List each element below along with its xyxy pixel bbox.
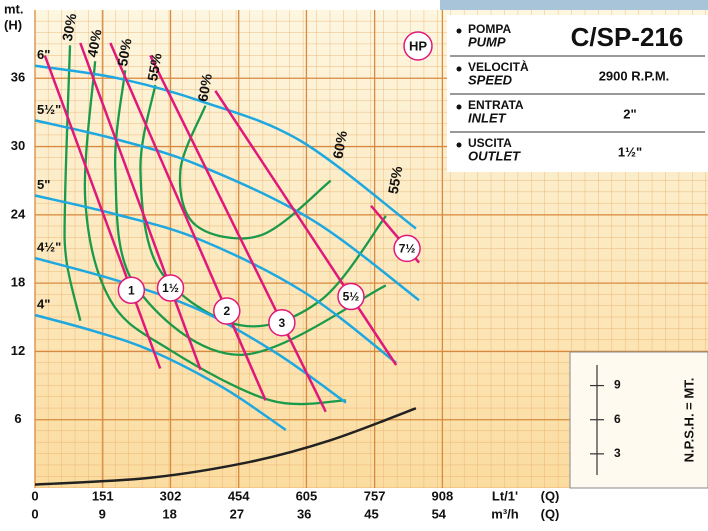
- impeller-curve: [34, 64, 417, 230]
- npsh-label: N.P.S.H. = MT.: [681, 378, 696, 463]
- efficiency-label: 30%: [59, 12, 80, 43]
- x2-label: m³/h: [491, 506, 519, 521]
- x2-tick-label: 45: [364, 506, 378, 521]
- power-label: 1: [128, 283, 135, 297]
- y-tick-label: 30: [11, 138, 25, 153]
- info-value: C/SP-216: [571, 22, 684, 52]
- efficiency-label: 60%: [330, 129, 351, 160]
- y-unit: mt.: [4, 1, 24, 16]
- efficiency-label: 55%: [144, 51, 165, 82]
- x-label-q: (Q): [541, 488, 560, 503]
- impeller-curve: [34, 194, 397, 364]
- info-bullet: [456, 104, 462, 110]
- npsh-tick-label: 6: [614, 412, 621, 426]
- y-label: (H): [4, 17, 22, 32]
- efficiency-curve: [83, 61, 346, 406]
- power-line: [109, 42, 267, 401]
- power-line: [43, 55, 162, 369]
- info-label: VELOCITÀ: [468, 59, 529, 74]
- info-value: 2": [623, 106, 636, 121]
- power-circle: [117, 276, 146, 305]
- efficiency-label: 50%: [114, 37, 135, 68]
- power-line: [79, 42, 202, 371]
- info-label: POMPA: [468, 22, 511, 36]
- power-circle: [393, 234, 421, 263]
- power-label: 2: [223, 304, 230, 318]
- power-circle: [268, 308, 296, 337]
- power-line: [370, 204, 421, 264]
- x2-tick-label: 0: [31, 506, 38, 521]
- power-circle: [156, 274, 185, 302]
- npsh-tick-label: 3: [614, 446, 621, 460]
- impeller-curve: [34, 256, 347, 404]
- impeller-label: 5": [37, 177, 50, 192]
- info-label-en: SPEED: [468, 72, 513, 87]
- info-label-en: PUMP: [468, 34, 506, 49]
- power-label: 5½: [343, 290, 360, 304]
- info-label: USCITA: [468, 136, 512, 150]
- power-label: 7½: [399, 242, 416, 256]
- x2-label-q: (Q): [541, 506, 560, 521]
- y-tick-label: 24: [11, 206, 26, 221]
- efficiency-label: 40%: [84, 27, 105, 58]
- x2-tick-label: 9: [99, 506, 106, 521]
- y-tick-label: 18: [11, 275, 25, 290]
- y-tick-label: 6: [14, 411, 21, 426]
- info-bullet: [456, 66, 462, 72]
- x-tick-label: 302: [160, 488, 182, 503]
- info-bullet: [456, 142, 462, 148]
- x-label: Lt/1': [492, 488, 518, 503]
- y-tick-label: 12: [11, 343, 25, 358]
- impeller-label: 4": [37, 296, 50, 311]
- impeller-label: 5½": [37, 102, 61, 117]
- efficiency-curve: [63, 45, 82, 321]
- info-value: 1½": [618, 144, 642, 159]
- power-line: [149, 54, 327, 413]
- efficiency-label: 60%: [194, 72, 215, 103]
- impeller-label: 4½": [37, 240, 61, 255]
- power-line: [214, 90, 398, 366]
- x2-tick-label: 36: [297, 506, 311, 521]
- power-circle: [213, 297, 241, 325]
- info-label-en: OUTLET: [468, 148, 521, 163]
- info-label-en: INLET: [468, 110, 507, 125]
- impeller-curve: [34, 119, 420, 302]
- power-circle: [337, 282, 365, 311]
- impeller-label: 6": [37, 47, 50, 62]
- info-bullet: [456, 28, 462, 34]
- x2-tick-label: 27: [230, 506, 244, 521]
- x-tick-label: 757: [364, 488, 386, 503]
- hp-circle: [403, 31, 433, 61]
- npsh-curve: [34, 407, 417, 486]
- x2-tick-label: 54: [432, 506, 447, 521]
- x-tick-label: 605: [296, 488, 318, 503]
- x-tick-label: 0: [31, 488, 38, 503]
- power-label: 1½: [162, 281, 179, 295]
- power-label: HP: [409, 38, 427, 53]
- efficiency-curve: [139, 84, 387, 328]
- info-value: 2900 R.P.M.: [599, 68, 670, 83]
- npsh-tick-label: 9: [614, 378, 621, 392]
- top-band: [440, 0, 708, 12]
- y-tick-label: 36: [11, 70, 25, 85]
- x2-tick-label: 18: [162, 506, 176, 521]
- x-tick-label: 908: [432, 488, 454, 503]
- power-label: 3: [279, 316, 286, 330]
- x-tick-label: 454: [228, 488, 250, 503]
- info-label: ENTRATA: [468, 98, 524, 112]
- efficiency-curve: [178, 105, 332, 240]
- efficiency-label: 55%: [385, 164, 406, 195]
- x-tick-label: 151: [92, 488, 114, 503]
